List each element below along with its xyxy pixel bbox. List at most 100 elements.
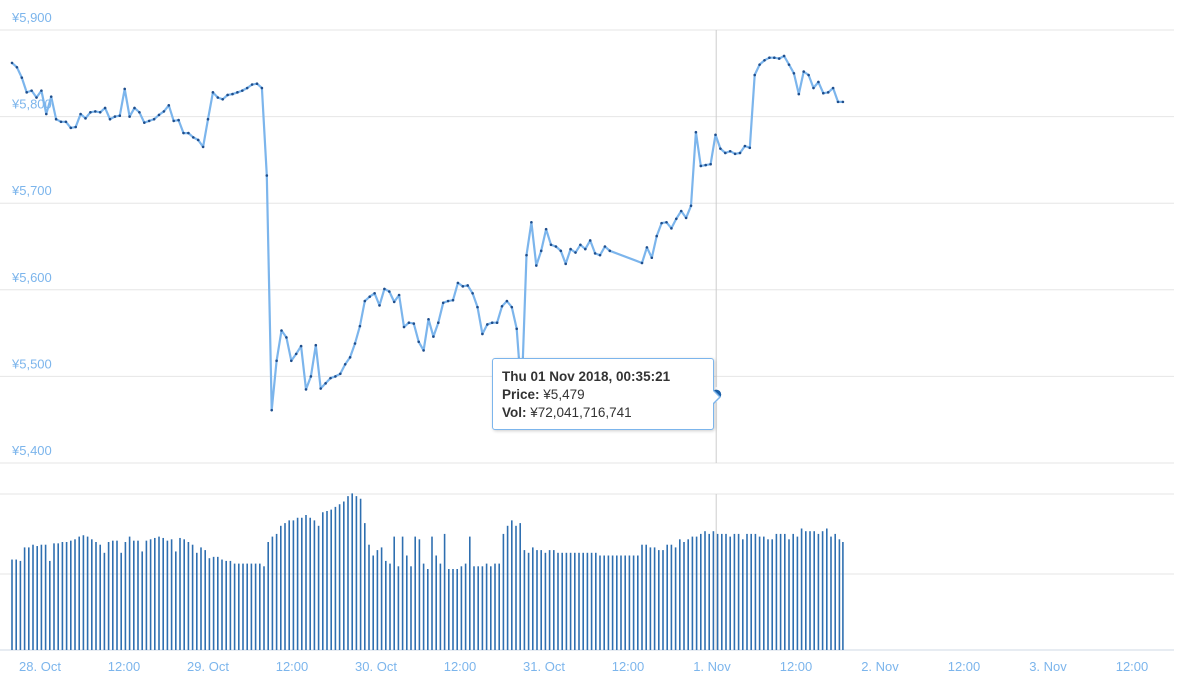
price-point: [329, 376, 332, 380]
price-point: [412, 322, 416, 325]
price-point: [40, 89, 43, 92]
price-point: [694, 130, 698, 134]
price-point: [603, 245, 607, 248]
price-point: [368, 295, 372, 299]
price-point: [807, 73, 810, 77]
price-point: [113, 115, 117, 118]
price-point: [486, 323, 489, 326]
price-point: [147, 119, 151, 123]
price-point: [25, 91, 29, 94]
price-point: [226, 93, 229, 97]
price-point: [275, 359, 278, 363]
price-point: [645, 246, 649, 249]
tooltip-vol-value: ¥72,041,716,741: [530, 405, 632, 420]
price-point: [817, 80, 820, 84]
price-point: [655, 234, 658, 238]
price-tooltip: Thu 01 Nov 2018, 00:35:21 Price: ¥5,479 …: [492, 358, 721, 430]
x-tick-label: 12:00: [1116, 659, 1149, 674]
price-point: [640, 261, 644, 265]
price-point: [797, 92, 801, 96]
price-point: [255, 82, 259, 85]
price-point: [777, 57, 781, 60]
price-point: [54, 117, 58, 121]
price-point: [588, 239, 592, 242]
volume-bars: [11, 493, 844, 650]
price-point: [334, 375, 337, 378]
price-point: [314, 343, 318, 347]
price-point: [162, 110, 166, 113]
x-tick-label: 12:00: [948, 659, 981, 674]
x-tick-label: 30. Oct: [355, 659, 397, 674]
x-tick-label: 12:00: [276, 659, 309, 674]
price-point: [388, 290, 391, 293]
price-point: [650, 256, 654, 260]
price-point: [378, 304, 381, 307]
price-point: [831, 86, 835, 90]
price-point: [598, 253, 602, 257]
x-tick-label: 28. Oct: [19, 659, 61, 674]
price-point: [733, 152, 737, 156]
price-point: [539, 249, 543, 253]
price-point: [728, 149, 732, 153]
price-point: [20, 76, 24, 79]
price-point: [319, 387, 323, 390]
price-point: [35, 96, 38, 99]
price-point: [373, 291, 376, 295]
price-point: [476, 305, 479, 309]
price-point: [152, 117, 156, 121]
price-point: [689, 204, 693, 208]
price-point: [118, 114, 122, 118]
price-point: [679, 209, 683, 213]
price-point: [826, 91, 830, 94]
price-point: [94, 110, 97, 113]
price-point: [128, 115, 131, 118]
price-point: [699, 164, 703, 168]
price-point: [773, 56, 776, 60]
price-point: [265, 174, 269, 177]
x-tick-label: 1. Nov: [693, 659, 731, 674]
price-point: [392, 300, 396, 304]
price-point: [192, 136, 195, 139]
price-point: [45, 112, 48, 116]
price-point: [187, 131, 190, 135]
price-point: [133, 106, 136, 110]
price-point: [574, 251, 577, 254]
price-point: [304, 388, 308, 391]
price-point: [481, 332, 484, 336]
tooltip-price-label: Price:: [502, 387, 540, 402]
price-point: [201, 145, 205, 149]
price-point: [103, 106, 107, 110]
price-point: [544, 227, 548, 231]
price-point: [417, 340, 421, 344]
price-point: [241, 89, 244, 92]
price-point: [270, 408, 274, 412]
price-point: [554, 245, 558, 248]
price-point: [461, 285, 465, 288]
price-point: [802, 70, 805, 73]
y-tick-label: ¥5,600: [11, 270, 52, 285]
price-point: [758, 63, 761, 66]
price-point: [89, 110, 92, 114]
price-point: [665, 220, 668, 224]
price-point: [74, 125, 77, 129]
tooltip-date: Thu 01 Nov 2018, 00:35:21: [502, 369, 671, 384]
price-point: [584, 247, 587, 251]
x-tick-label: 12:00: [444, 659, 477, 674]
price-point: [172, 119, 175, 123]
x-tick-label: 31. Oct: [523, 659, 565, 674]
price-point: [822, 91, 825, 95]
price-point: [841, 100, 845, 104]
price-point: [456, 281, 460, 285]
tooltip-arrow-inner: [712, 390, 719, 404]
price-point: [525, 253, 528, 257]
price-point: [402, 325, 406, 329]
price-point: [309, 375, 313, 378]
price-point: [441, 301, 445, 305]
price-point: [353, 342, 357, 345]
x-tick-label: 3. Nov: [1029, 659, 1067, 674]
price-point: [579, 243, 582, 247]
price-point: [280, 329, 283, 332]
time-axis-labels: 28. Oct 12:00 29. Oct 12:00 30. Oct 12:00 31. …: [19, 659, 1148, 674]
price-point: [836, 100, 840, 104]
price-point: [670, 227, 673, 230]
